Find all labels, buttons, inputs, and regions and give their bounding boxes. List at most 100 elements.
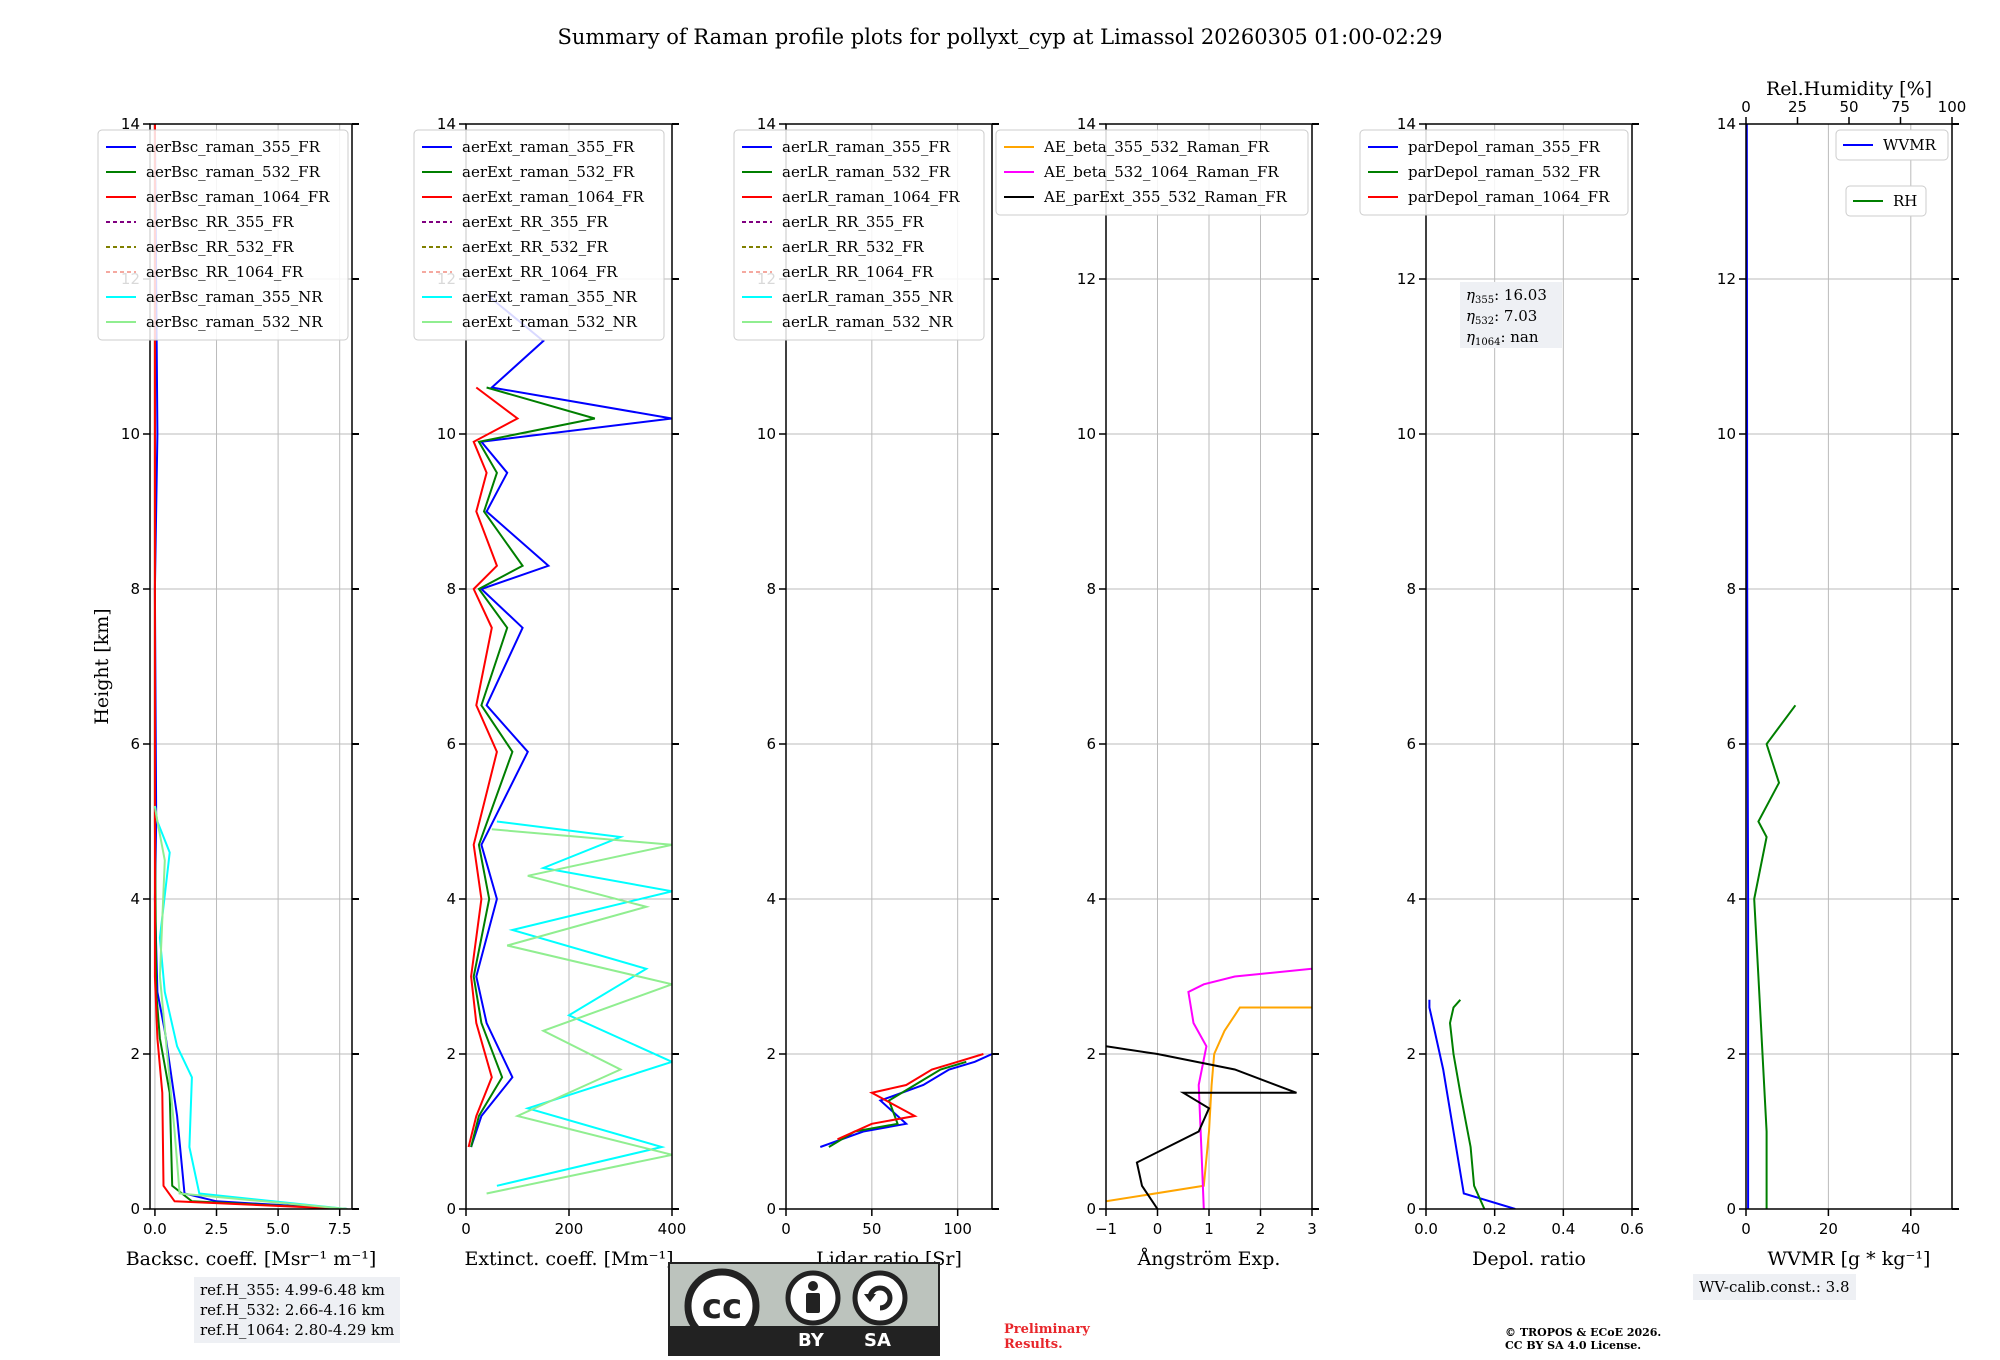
y-tick-label: 12: [1717, 270, 1736, 288]
legend-label: aerLR_RR_1064_FR: [782, 263, 934, 281]
legend-label: aerLR_raman_532_NR: [782, 313, 953, 331]
x-tick-label: 0.0: [1414, 1220, 1438, 1238]
y-tick-label: 6: [446, 735, 456, 753]
y-tick-label: 6: [1086, 735, 1096, 753]
axes-frame: [1745, 123, 1953, 1210]
panel-depol: 0 2 4 6 8 10 12 14 0.0 0.2 0.4 0.6 Depol. ratio parDe…: [1359, 115, 1644, 1270]
legend-label: parDepol_raman_532_FR: [1408, 163, 1601, 181]
x-axis-label: Backsc. coeff. [Msr⁻¹ m⁻¹]: [126, 1248, 377, 1270]
y-tick-label: 12: [1077, 270, 1096, 288]
cc-license-logo: cc BY SA: [668, 1262, 940, 1356]
legend-label: aerLR_raman_532_FR: [782, 163, 951, 181]
y-tick-label: 2: [766, 1045, 776, 1063]
figure-title: Summary of Raman profile plots for polly…: [557, 25, 1442, 49]
legend-label: aerExt_raman_355_FR: [462, 138, 635, 156]
legend-label: aerLR_RR_532_FR: [782, 238, 924, 256]
y-tick-label: 2: [446, 1045, 456, 1063]
legend-label: aerBsc_RR_1064_FR: [146, 263, 304, 281]
eta-annotation-line: η532: 7.03: [1466, 307, 1537, 327]
legend-label: AE_beta_532_1064_Raman_FR: [1043, 163, 1279, 181]
series-line-AE_parExt_355_532_Raman_FR: [1106, 1045, 1297, 1209]
y-tick-label: 0: [1086, 1200, 1096, 1218]
y-tick-label: 10: [1717, 425, 1736, 443]
y-tick-label: 0: [1406, 1200, 1416, 1218]
y-tick-label: 6: [1406, 735, 1416, 753]
copyright-note: © TROPOS & ECoE 2026. CC BY SA 4.0 Licen…: [1505, 1326, 1661, 1352]
legend-label: aerExt_raman_532_FR: [462, 163, 635, 181]
y-tick-label: 2: [130, 1045, 140, 1063]
y-tick-label: 14: [1077, 115, 1096, 133]
y-tick-label: 14: [1717, 115, 1736, 133]
x-tick-label: 0: [781, 1220, 791, 1238]
legend-box-rh: [1845, 185, 1927, 217]
y-tick-label: 8: [1726, 580, 1736, 598]
panel-wvmr: 0 2 4 6 8 10 12 14 0 20 40 WVMR [g * kg⁻¹] 0 25 50 75 10…: [1717, 78, 1966, 1270]
y-tick-label: 0: [130, 1200, 140, 1218]
cc-logo-icon: cc: [684, 1268, 908, 1344]
series-line-aerExt_raman_355_NR: [496, 820, 672, 1187]
x-tick-label: 100: [943, 1220, 972, 1238]
y-tick-label: 8: [446, 580, 456, 598]
copyright-line-1: © TROPOS & ECoE 2026.: [1505, 1326, 1662, 1339]
y-tick-label: 8: [1406, 580, 1416, 598]
ref-h-355: ref.H_355: 4.99-6.48 km: [200, 1281, 385, 1299]
y-tick-label: 14: [437, 115, 456, 133]
x-tick-label: 0.2: [1483, 1220, 1507, 1238]
preliminary-line-2: Results.: [1004, 1337, 1063, 1352]
series-line-aerExt_raman_532_FR: [470, 386, 596, 1148]
y-tick-label: 10: [1077, 425, 1096, 443]
cc-sa-label: SA: [864, 1330, 891, 1351]
x-axis-label: Extinct. coeff. [Mm⁻¹]: [464, 1248, 673, 1270]
axes-frame: [785, 123, 993, 1210]
y-tick-label: 10: [437, 425, 456, 443]
y-tick-label: 4: [1726, 890, 1736, 908]
y-tick-label: 14: [121, 115, 140, 133]
axes-frame: [1425, 123, 1633, 1210]
x-tick-label: −1: [1095, 1220, 1117, 1238]
legend-label: aerLR_RR_355_FR: [782, 213, 924, 231]
legend-box: [413, 129, 665, 341]
y-tick-label: 6: [130, 735, 140, 753]
series-line-aerLR_raman_1064_FR: [837, 1053, 984, 1141]
axes-frame: [149, 123, 353, 1210]
x-tick-label: 200: [555, 1220, 584, 1238]
series-line-aerExt_raman_1064_FR: [467, 386, 520, 1148]
series-line-aerBsc_raman_1064_FR: [153, 124, 348, 1209]
cc-license-bar: BY SA: [670, 1326, 938, 1354]
y-tick-label: 10: [757, 425, 776, 443]
legend-label: aerLR_raman_355_FR: [782, 138, 951, 156]
legend-label: aerBsc_raman_532_NR: [146, 313, 323, 331]
series-group: [819, 1053, 992, 1148]
legend-label: aerBsc_RR_355_FR: [146, 213, 294, 231]
copyright-line-2: CC BY SA 4.0 License.: [1505, 1339, 1642, 1352]
legend-label: WVMR: [1883, 136, 1937, 154]
y-tick-label: 0: [446, 1200, 456, 1218]
y-tick-label: 8: [130, 580, 140, 598]
series-group: [467, 293, 672, 1195]
legend-label: AE_parExt_355_532_Raman_FR: [1043, 188, 1288, 206]
x-tick-label: 0: [1741, 1220, 1751, 1238]
legend-label: aerBsc_raman_355_NR: [146, 288, 323, 306]
series-line-WVMR: [1746, 124, 1750, 1209]
series-line-aerBsc_raman_355_NR: [153, 805, 348, 1209]
series-line-parDepol_raman_532_FR: [1448, 999, 1486, 1209]
x-tick-label: 0.6: [1620, 1220, 1644, 1238]
top-x-tick-label: 100: [1938, 98, 1967, 116]
top-x-tick-label: 75: [1891, 98, 1910, 116]
eta-annotation-box: [1460, 282, 1562, 348]
y-tick-label: 4: [446, 890, 456, 908]
series-line-aerExt_raman_532_NR: [486, 828, 672, 1195]
ref-h-1064: ref.H_1064: 2.80-4.29 km: [200, 1321, 395, 1339]
legend-label: aerExt_RR_1064_FR: [462, 263, 618, 281]
x-tick-label: 2: [1256, 1220, 1266, 1238]
panel-lidar_ratio: 02468101214050100Lidar ratio [Sr]aerLR_r…: [733, 115, 999, 1270]
legend-label: aerExt_raman_1064_FR: [462, 188, 644, 206]
legend-box: [733, 129, 985, 341]
x-tick-label: 0: [1153, 1220, 1163, 1238]
y-tick-label: 10: [1397, 425, 1416, 443]
legend-label: aerBsc_raman_355_FR: [146, 138, 321, 156]
top-x-axis-label: Rel.Humidity [%]: [1766, 78, 1932, 100]
series-group: [1746, 124, 1797, 1209]
reference-height-box: ref.H_355: 4.99-6.48 km ref.H_532: 2.66-…: [194, 1277, 401, 1343]
